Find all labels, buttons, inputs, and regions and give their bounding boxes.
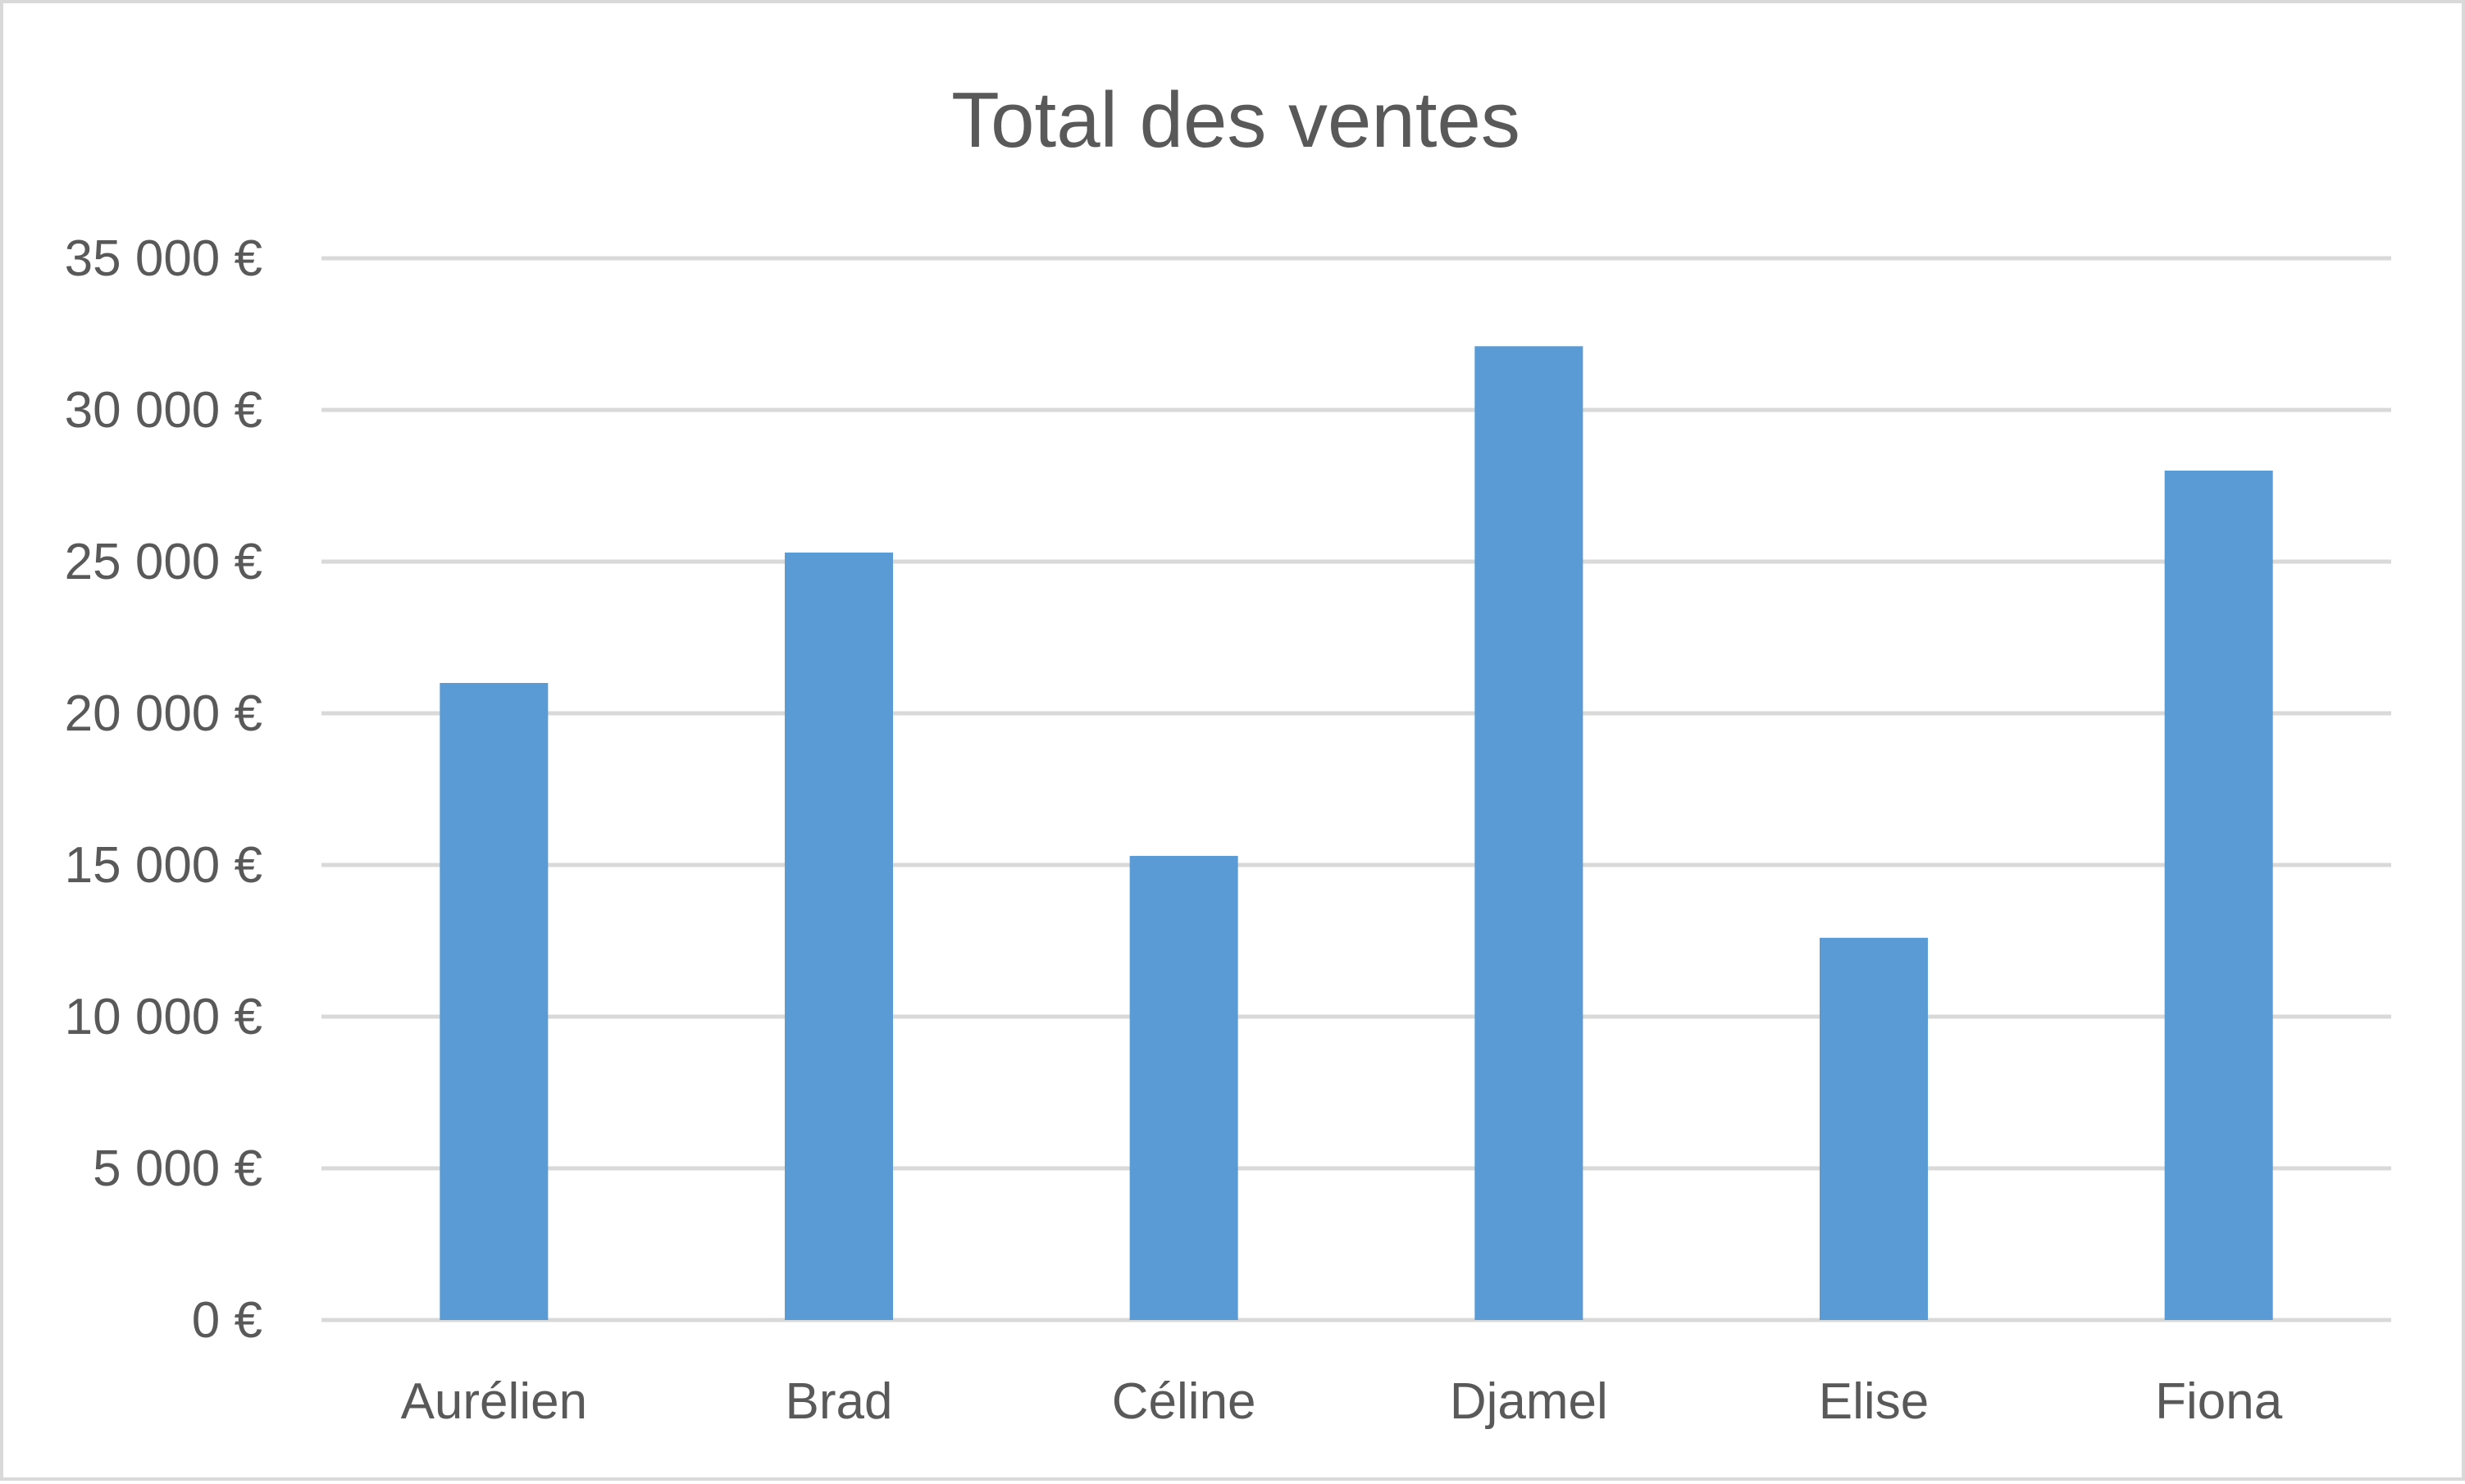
y-axis-ticks: 0 € 5 000 € 10 000 € 15 000 € 20 000 € 25 000… xyxy=(65,230,262,1349)
bar xyxy=(1129,855,1238,1320)
y-tick-label: 0 € xyxy=(192,1292,262,1349)
bar-chart: Total des ventes 0 € 5 000 € 10 000 € 15 00… xyxy=(65,76,2391,1430)
y-tick-label: 35 000 € xyxy=(65,230,262,287)
y-tick-label: 25 000 € xyxy=(65,534,262,590)
bar xyxy=(440,683,549,1320)
y-tick-label: 10 000 € xyxy=(65,989,262,1045)
bars xyxy=(440,346,2273,1320)
x-tick-label: Brad xyxy=(786,1373,893,1430)
y-tick-label: 5 000 € xyxy=(93,1140,262,1197)
bar xyxy=(2164,471,2273,1320)
x-tick-label: Céline xyxy=(1112,1373,1256,1430)
x-axis-ticks: Aurélien Brad Céline Djamel Elise Fiona xyxy=(401,1373,2283,1430)
x-tick-label: Aurélien xyxy=(401,1373,587,1430)
bar xyxy=(1474,346,1583,1320)
chart-title: Total des ventes xyxy=(951,76,1520,164)
y-tick-label: 20 000 € xyxy=(65,685,262,742)
gridlines xyxy=(321,256,2391,1322)
bar xyxy=(785,552,893,1320)
y-tick-label: 15 000 € xyxy=(65,837,262,894)
bar xyxy=(1820,937,1928,1320)
y-tick-label: 30 000 € xyxy=(65,382,262,439)
x-tick-label: Djamel xyxy=(1450,1373,1608,1430)
x-tick-label: Elise xyxy=(1819,1373,1929,1430)
x-tick-label: Fiona xyxy=(2155,1373,2283,1430)
